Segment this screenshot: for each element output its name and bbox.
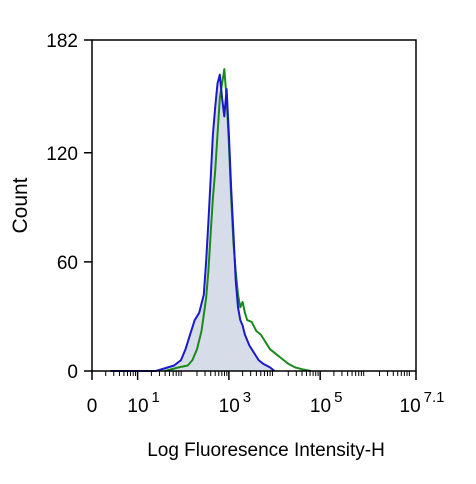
x-axis-title: Log Fluoresence Intensity-H	[147, 440, 385, 461]
x-tick-label-0: 0	[87, 396, 98, 417]
y-tick-label-0: 0	[67, 362, 78, 383]
x-tick-label-3: 10 5	[310, 389, 342, 417]
x-tick-label-2: 10 3	[219, 389, 251, 417]
marks-layer	[110, 68, 312, 372]
plot-frame	[91, 39, 417, 372]
y-tick-label-1: 60	[57, 253, 78, 274]
y-axis-title: Count	[9, 177, 32, 233]
y-tick-label-2: 120	[46, 144, 78, 165]
series-1-line	[110, 73, 276, 372]
x-tick-label-4: 10 7.1	[400, 389, 445, 417]
x-tick-label-1: 10 1	[127, 389, 159, 417]
y-tick-label-3: 182	[46, 31, 78, 52]
series-1-fill	[110, 74, 275, 371]
ticks-layer: 0 60 120 182 0 10 1 10 3 10 5 10 7.1	[46, 31, 444, 417]
